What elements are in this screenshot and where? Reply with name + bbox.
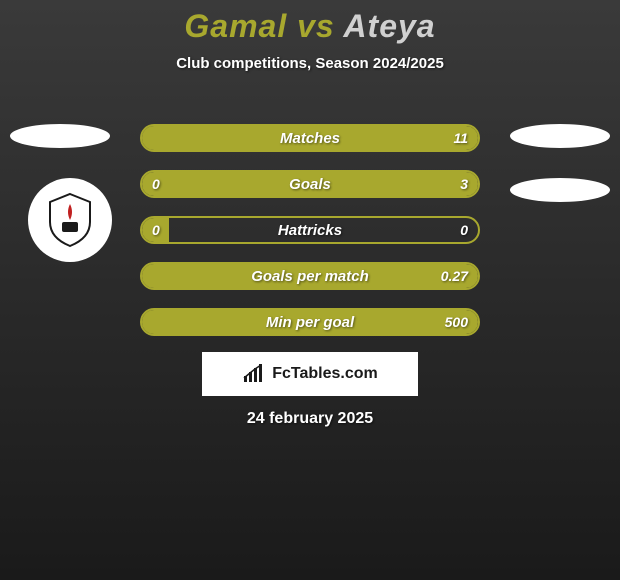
stat-row: Matches11 [140, 124, 480, 152]
subtitle: Club competitions, Season 2024/2025 [0, 55, 620, 72]
player2-photo-placeholder-2 [510, 178, 610, 202]
stat-label: Hattricks [142, 218, 478, 242]
brand-text: FcTables.com [272, 365, 378, 383]
stat-label: Matches [142, 126, 478, 150]
stat-row: Goals per match0.27 [140, 262, 480, 290]
stat-label: Min per goal [142, 310, 478, 334]
vs-label: vs [297, 8, 335, 44]
stat-row: 0Goals3 [140, 170, 480, 198]
club-crest-icon [40, 190, 100, 250]
stat-value-right: 0 [450, 218, 478, 242]
player1-club-badge [28, 178, 112, 262]
stat-value-right: 0.27 [431, 264, 478, 288]
player2-photo-placeholder-1 [510, 124, 610, 148]
date-label: 24 february 2025 [0, 410, 620, 428]
stat-value-right: 3 [450, 172, 478, 196]
player2-name: Ateya [343, 8, 435, 44]
stats-table: Matches110Goals30Hattricks0Goals per mat… [140, 124, 480, 354]
stat-row: Min per goal500 [140, 308, 480, 336]
brand-panel: FcTables.com [202, 352, 418, 396]
page-title: Gamal vs Ateya [0, 0, 620, 45]
stat-value-right: 11 [443, 126, 478, 150]
bar-chart-icon [242, 364, 266, 384]
player1-photo-placeholder [10, 124, 110, 148]
stat-label: Goals [142, 172, 478, 196]
stat-label: Goals per match [142, 264, 478, 288]
stat-value-right: 500 [435, 310, 478, 334]
player1-name: Gamal [184, 8, 287, 44]
stat-row: 0Hattricks0 [140, 216, 480, 244]
